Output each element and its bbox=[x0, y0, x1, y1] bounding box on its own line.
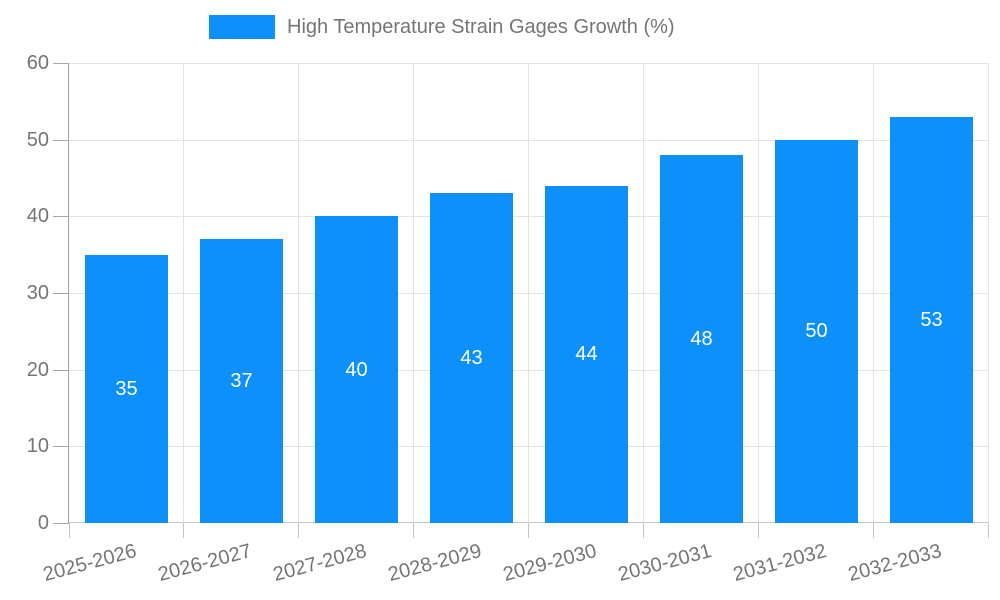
bar-2031-2032[interactable] bbox=[775, 139, 858, 523]
bar-2027-2028[interactable] bbox=[315, 216, 398, 523]
gridline-vertical bbox=[528, 63, 529, 523]
bar-value-label: 40 bbox=[345, 358, 368, 381]
y-axis-tick bbox=[53, 523, 69, 524]
y-axis-tick bbox=[53, 293, 69, 294]
gridline-vertical bbox=[643, 63, 644, 523]
gridline-horizontal bbox=[69, 216, 989, 218]
y-tick-label: 40 bbox=[26, 205, 49, 228]
bar-value-label: 37 bbox=[230, 370, 253, 393]
x-axis-line bbox=[69, 522, 989, 523]
bar-value-label: 43 bbox=[460, 347, 483, 370]
y-tick-label: 30 bbox=[26, 282, 49, 304]
x-axis-tick bbox=[873, 523, 874, 538]
y-axis-tick bbox=[53, 216, 69, 218]
x-axis-tick bbox=[643, 523, 644, 538]
bar-2028-2029[interactable] bbox=[430, 193, 513, 523]
gridline-horizontal bbox=[69, 446, 989, 448]
y-tick-label: 20 bbox=[26, 358, 49, 381]
plot-area: 0 10 20 30 40 50 60 35 2025-2026 37 2026-2027 40 202… bbox=[27, 52, 989, 586]
legend-swatch bbox=[209, 15, 275, 39]
y-axis-tick bbox=[53, 446, 69, 448]
bar-2029-2030[interactable] bbox=[545, 185, 628, 523]
y-tick-label: 10 bbox=[26, 435, 49, 458]
bar-value-label: 48 bbox=[690, 328, 713, 350]
gridline-vertical bbox=[873, 63, 874, 523]
gridline-vertical bbox=[413, 63, 414, 523]
gridline-horizontal bbox=[69, 369, 989, 371]
gridline-horizontal bbox=[69, 63, 989, 64]
x-axis-tick bbox=[183, 523, 184, 538]
gridline-vertical bbox=[758, 63, 759, 523]
x-axis-tick bbox=[528, 523, 529, 538]
bar-value-label: 44 bbox=[575, 343, 598, 366]
x-axis-tick bbox=[298, 523, 299, 538]
bar-2032-2033[interactable] bbox=[890, 116, 973, 523]
bar-value-label: 35 bbox=[115, 377, 138, 400]
x-axis-tick bbox=[988, 523, 989, 538]
gridline-vertical bbox=[183, 63, 184, 523]
y-axis-tick bbox=[53, 369, 69, 371]
legend-label: High Temperature Strain Gages Growth (%) bbox=[287, 15, 675, 38]
y-axis-tick bbox=[53, 139, 69, 141]
gridline-horizontal bbox=[69, 139, 989, 141]
y-axis-tick bbox=[53, 63, 69, 64]
bar-2026-2027[interactable] bbox=[200, 239, 283, 523]
y-tick-label: 60 bbox=[26, 52, 49, 74]
gridline-vertical bbox=[298, 63, 299, 523]
gridline-horizontal bbox=[69, 293, 989, 294]
x-axis-tick bbox=[69, 523, 70, 538]
chart-legend[interactable]: High Temperature Strain Gages Growth (%) bbox=[209, 15, 675, 39]
bar-value-label: 53 bbox=[920, 308, 943, 331]
y-tick-label: 0 bbox=[37, 512, 49, 534]
gridline-vertical bbox=[988, 63, 989, 523]
y-tick-label: 50 bbox=[26, 128, 49, 151]
bar-2025-2026[interactable] bbox=[85, 254, 168, 523]
bar-2030-2031[interactable] bbox=[660, 155, 743, 523]
x-axis-tick bbox=[758, 523, 759, 538]
x-axis-tick bbox=[413, 523, 414, 538]
bar-value-label: 50 bbox=[805, 320, 828, 343]
